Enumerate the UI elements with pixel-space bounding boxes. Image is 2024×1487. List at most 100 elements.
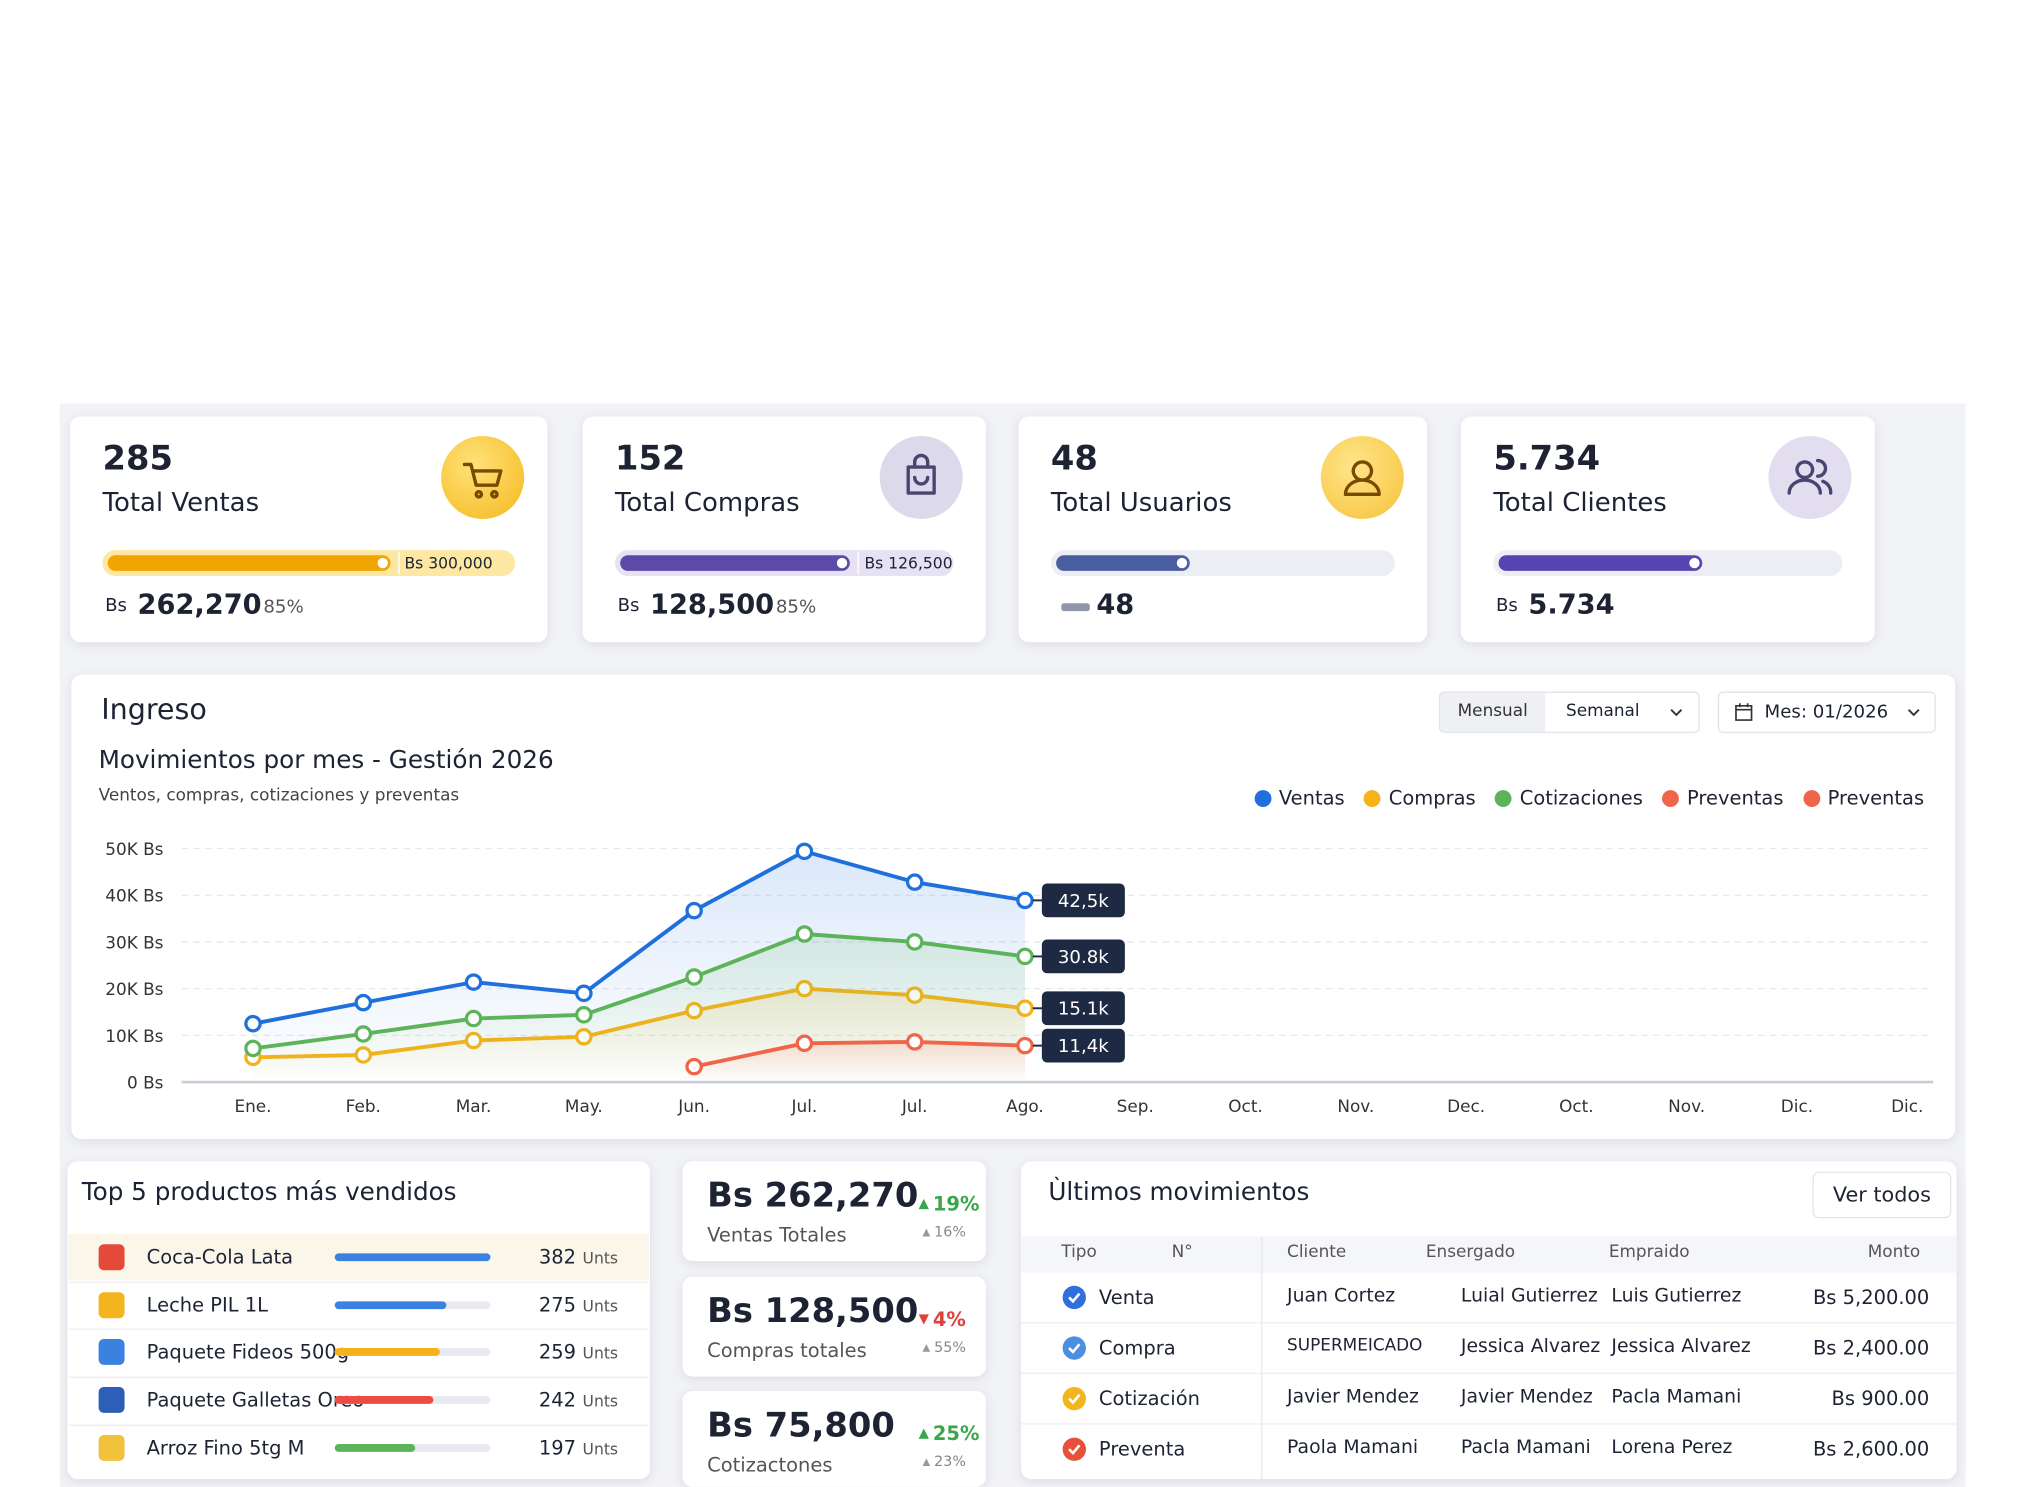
product-name: Leche PIL 1L — [146, 1293, 269, 1317]
summary-card: Bs 128,500 4% Compras totales 55% — [682, 1276, 987, 1377]
point — [1016, 891, 1034, 910]
product-unit: Unts — [582, 1344, 619, 1363]
toggle-option[interactable]: Semanal — [1566, 701, 1640, 722]
movements-card — [1021, 1161, 1957, 1480]
product-unit: Unts — [582, 1392, 619, 1411]
kpi-target: Bs 126,500 — [857, 551, 953, 575]
x-tick-label: Dic. — [1891, 1096, 1923, 1116]
x-tick-label: Dic. — [1781, 1096, 1813, 1116]
x-tick-label: Oct. — [1228, 1096, 1263, 1116]
x-tick-label: Nov. — [1668, 1096, 1705, 1116]
kpi-bar — [620, 555, 851, 571]
x-tick-label: Nov. — [1337, 1096, 1374, 1116]
kpi-label: Total Clientes — [1493, 486, 1667, 518]
chevron — [1670, 709, 1683, 717]
chart-subtitle: Ventos, compras, cotizaciones y preventa… — [98, 786, 460, 806]
movement-client: Juan Cortez — [1287, 1285, 1396, 1307]
x-tick-label: Jul. — [791, 1096, 818, 1116]
movement-type: Compra — [1098, 1336, 1176, 1360]
point — [795, 925, 814, 943]
row-divider — [1021, 1423, 1957, 1425]
view-all-button[interactable]: Ver todos — [1812, 1171, 1952, 1219]
table-header: Tipo — [1061, 1242, 1097, 1263]
x-tick-label: Sep. — [1117, 1096, 1154, 1116]
product-name: Paquete Fideos 500g — [146, 1340, 350, 1365]
column-divider — [1261, 1236, 1263, 1480]
kpi-track: Bs 300,000 — [102, 550, 516, 577]
summary-change: 19% — [932, 1192, 980, 1216]
point — [244, 1039, 262, 1058]
series-line — [252, 849, 1026, 1026]
arrow-shape — [922, 1344, 931, 1352]
legend-label: Preventas — [1687, 786, 1784, 810]
kpi-track: Bs 126,500 — [614, 550, 954, 577]
kpi-value: 285 — [102, 439, 173, 479]
kpi-card: 152 Total Compras Bs 126,500 Bs 128,500 85% — [582, 416, 987, 643]
summary-change: 25% — [932, 1421, 980, 1446]
kpi-bar — [1056, 555, 1190, 571]
chevron-path — [1907, 709, 1920, 717]
kpi-knob — [1688, 557, 1700, 569]
icon-check — [1068, 1343, 1081, 1354]
products-card — [67, 1161, 651, 1480]
glyph-bar — [1061, 603, 1090, 612]
arrow-shape — [922, 1458, 931, 1467]
point — [464, 1009, 483, 1028]
movement-type: Preventa — [1098, 1437, 1186, 1461]
callout-box — [1041, 939, 1125, 974]
point — [244, 1014, 262, 1033]
legend-swatch — [1364, 789, 1381, 807]
callout-label: 42,5k — [1058, 891, 1109, 912]
x-tick-label: Feb. — [346, 1096, 381, 1116]
toggle: Mensual Semanal — [1438, 691, 1700, 734]
kpi-percent: 85% — [263, 596, 304, 618]
product-icon — [98, 1387, 125, 1414]
x-tick-label: May. — [565, 1096, 603, 1116]
panel-title: Ingreso — [101, 694, 207, 727]
summary-card: Bs 75,800 25% Cotizactones 23% — [682, 1390, 987, 1487]
movement-amount: Bs 5,200.00 — [1812, 1285, 1930, 1310]
product-value: 382 — [538, 1245, 577, 1269]
kpi-knob — [837, 557, 848, 569]
point — [905, 933, 924, 951]
kpi-label: Total Ventas — [102, 486, 260, 518]
toggle-option[interactable]: Mensual — [1440, 692, 1546, 732]
icon-check — [1068, 1393, 1081, 1405]
chart-title: Movimientos por mes - Gestión 2026 — [98, 746, 554, 775]
arrow-shape — [918, 1198, 929, 1210]
trend-arrow — [922, 1458, 931, 1467]
product-bar — [334, 1396, 434, 1404]
product-value: 259 — [538, 1340, 577, 1365]
summary-amount: Bs 262,270 — [707, 1176, 919, 1216]
legend-swatch — [1802, 789, 1820, 807]
movements-title: Ùltimos movimientos — [1048, 1178, 1310, 1207]
icon-glyph — [462, 462, 503, 499]
legend-swatch — [1254, 789, 1272, 807]
movement-assigned: Pacla Mamani — [1460, 1437, 1591, 1459]
movement-assigned: Luial Gutierrez — [1460, 1285, 1598, 1307]
product-unit: Unts — [582, 1439, 619, 1459]
icon-check — [1068, 1292, 1081, 1304]
movement-client: Paola Mamani — [1287, 1437, 1419, 1459]
row-divider — [68, 1329, 649, 1331]
callout-label: 15.1k — [1058, 999, 1109, 1020]
kpi-icon — [1320, 435, 1404, 519]
movement-amount: Bs 900.00 — [1831, 1386, 1930, 1411]
type-icon — [1062, 1437, 1086, 1461]
row-divider — [1021, 1322, 1957, 1324]
product-value: 197 — [538, 1436, 577, 1460]
kpi-icon — [441, 435, 525, 519]
trend-arrow — [922, 1344, 931, 1352]
icon-glyph — [1787, 458, 1833, 495]
product-name: Paquete Galletas Oreo — [146, 1388, 365, 1412]
table-header: N° — [1171, 1242, 1193, 1263]
icon-path — [1343, 460, 1381, 497]
product-name: Coca-Cola Lata — [146, 1245, 294, 1269]
products-title: Top 5 productos más vendidos — [81, 1178, 457, 1207]
kpi-value: 48 — [1050, 439, 1098, 479]
date-picker[interactable]: Mes: 01/2026 — [1717, 691, 1936, 734]
kpi-track — [1493, 550, 1843, 577]
